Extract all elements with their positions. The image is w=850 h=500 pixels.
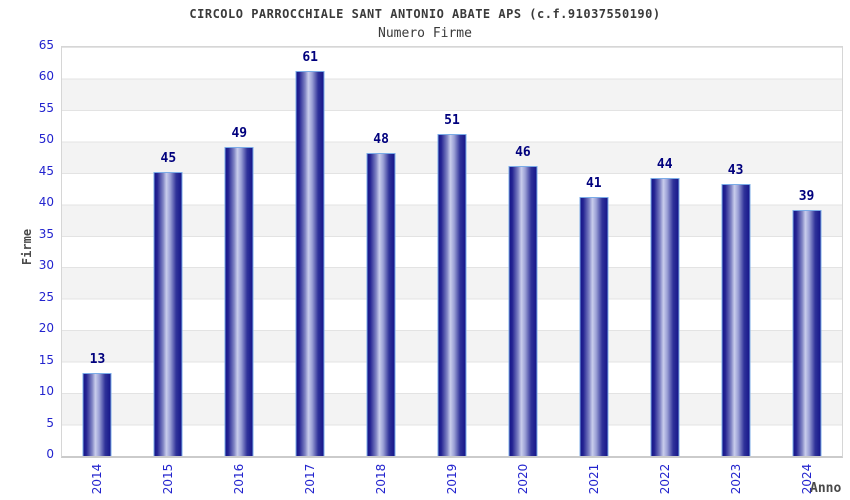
x-tick-label: 2018 bbox=[373, 463, 388, 495]
bar-slot: 61 bbox=[275, 47, 346, 456]
chart-subtitle: Numero Firme bbox=[378, 26, 472, 41]
chart-title: CIRCOLO PARROCCHIALE SANT ANTONIO ABATE … bbox=[189, 7, 661, 21]
x-axis-title: Anno bbox=[810, 481, 842, 496]
bar bbox=[366, 152, 396, 456]
bar-value-label: 13 bbox=[89, 352, 106, 368]
bars-layer: 13 45 49 61 48 51 46 41 44 43 39 bbox=[62, 47, 842, 456]
x-axis: 2014 2015 2016 2017 2018 2019 2020 2021 2022 2023… bbox=[61, 458, 843, 500]
bar-value-label: 43 bbox=[727, 163, 744, 179]
bar-slot: 44 bbox=[629, 47, 700, 456]
y-tick-label: 55 bbox=[38, 100, 54, 115]
x-tick-label: 2021 bbox=[587, 463, 602, 495]
bar bbox=[721, 184, 751, 456]
x-tick-label: 2016 bbox=[231, 463, 246, 495]
bar bbox=[650, 178, 680, 456]
x-tick-label: 2014 bbox=[89, 463, 104, 495]
bar-slot: 51 bbox=[417, 47, 488, 456]
y-tick-label: 25 bbox=[38, 289, 54, 304]
bar-slot: 46 bbox=[487, 47, 558, 456]
bar bbox=[224, 146, 254, 456]
x-tick-label: 2023 bbox=[729, 463, 744, 495]
x-tick-label: 2020 bbox=[516, 463, 531, 495]
bar-value-label: 49 bbox=[231, 125, 248, 141]
y-tick-label: 45 bbox=[38, 163, 54, 178]
x-tick-label: 2022 bbox=[658, 463, 673, 495]
bar-slot: 41 bbox=[558, 47, 629, 456]
bar-slot: 43 bbox=[700, 47, 771, 456]
y-tick-label: 30 bbox=[38, 258, 54, 273]
bar bbox=[153, 171, 183, 456]
x-tick-label: 2017 bbox=[302, 463, 317, 495]
bar-slot: 45 bbox=[133, 47, 204, 456]
x-tick-label: 2015 bbox=[160, 463, 175, 495]
bar bbox=[792, 209, 822, 456]
y-tick-label: 60 bbox=[38, 69, 54, 84]
bar bbox=[295, 71, 325, 456]
x-tick-label: 2019 bbox=[445, 463, 459, 495]
bar-value-label: 45 bbox=[160, 150, 177, 166]
y-tick-label: 5 bbox=[46, 415, 54, 430]
bar-value-label: 39 bbox=[798, 188, 815, 204]
bar bbox=[82, 373, 112, 456]
y-tick-label: 0 bbox=[46, 447, 54, 461]
bar bbox=[508, 165, 538, 456]
bar-value-label: 46 bbox=[515, 144, 531, 160]
y-tick-label: 35 bbox=[38, 226, 54, 241]
bar bbox=[437, 134, 467, 456]
y-axis: 0 5 10 15 20 25 30 35 40 45 50 55 60 65 bbox=[0, 38, 54, 461]
y-tick-label: 40 bbox=[38, 195, 54, 210]
bar-value-label: 41 bbox=[585, 176, 602, 192]
y-tick-label: 15 bbox=[38, 352, 54, 367]
bar-value-label: 61 bbox=[302, 50, 318, 66]
bar-value-label: 51 bbox=[444, 113, 460, 129]
bar-value-label: 44 bbox=[656, 157, 673, 173]
bar-slot: 39 bbox=[771, 47, 842, 456]
y-tick-label: 50 bbox=[38, 132, 54, 147]
y-tick-label: 65 bbox=[38, 38, 54, 52]
bar-slot: 13 bbox=[62, 47, 133, 456]
bar-slot: 49 bbox=[204, 47, 275, 456]
bar bbox=[579, 197, 609, 456]
bar-value-label: 48 bbox=[373, 131, 389, 147]
y-tick-label: 10 bbox=[38, 384, 54, 399]
plot-area: 13 45 49 61 48 51 46 41 44 43 39 bbox=[61, 46, 843, 458]
y-tick-label: 20 bbox=[38, 321, 54, 336]
bar-slot: 48 bbox=[346, 47, 417, 456]
